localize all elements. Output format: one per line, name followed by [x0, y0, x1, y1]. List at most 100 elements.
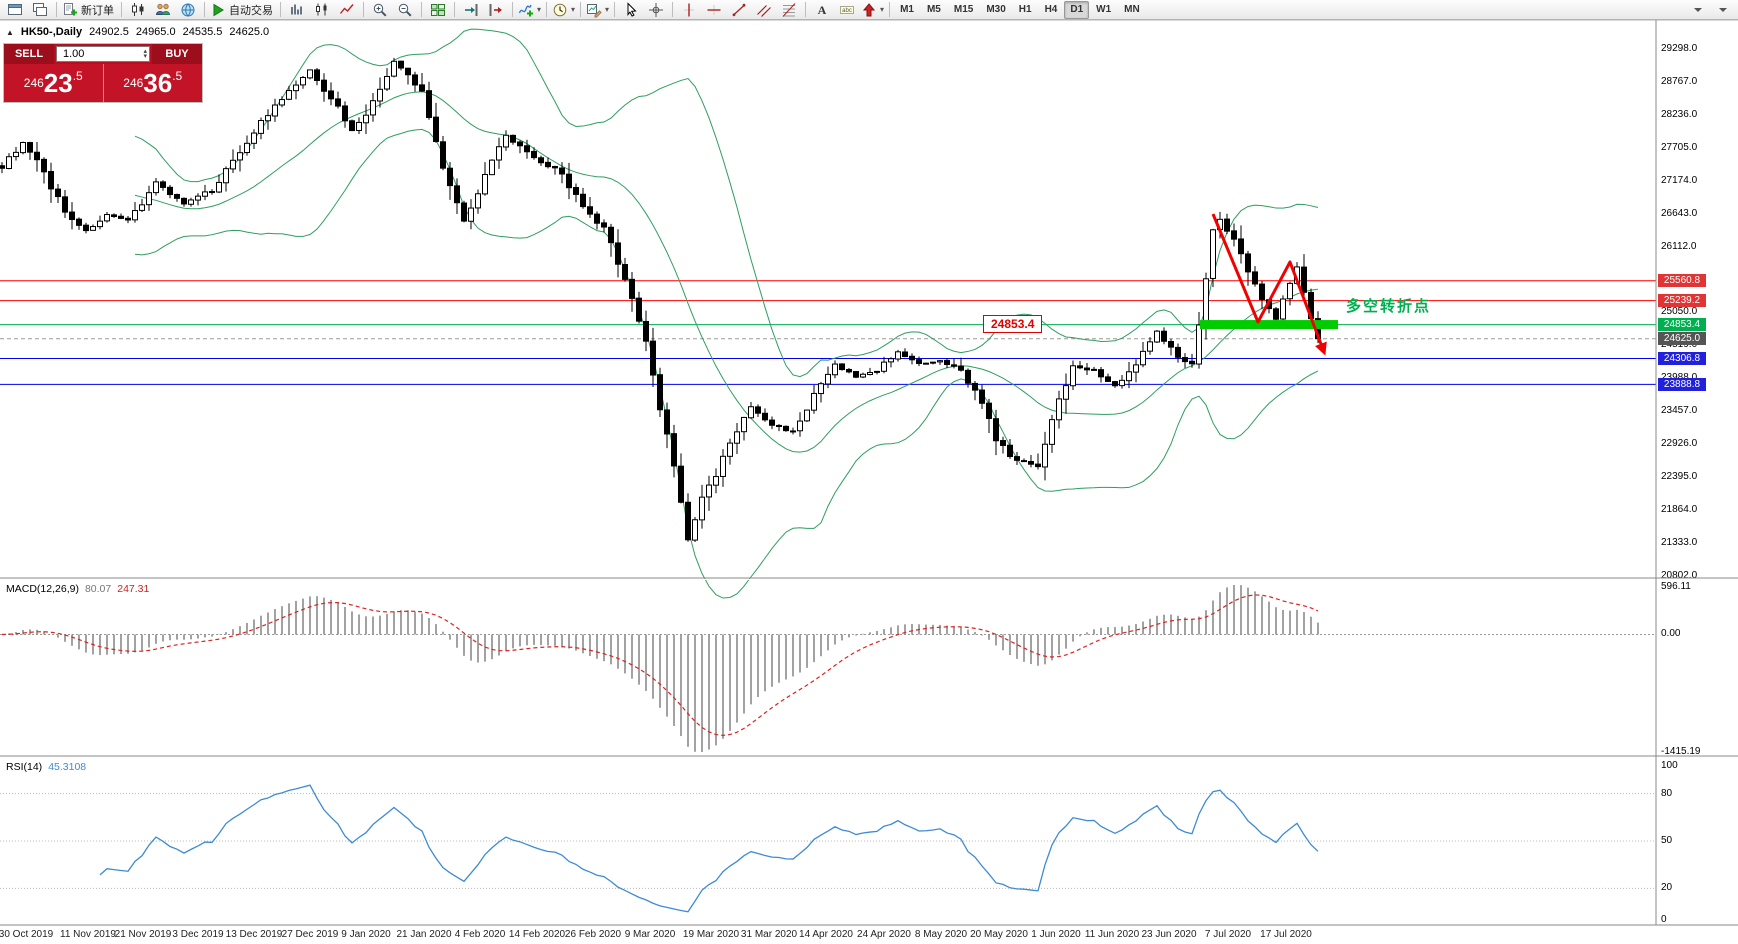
date-label: 1 Jun 2020	[1031, 929, 1081, 940]
price-axis-label: 25050.0	[1661, 306, 1698, 318]
price-badge-24625.0: 24625.0	[1658, 332, 1706, 346]
toolbar-overflow-button[interactable]	[1686, 0, 1710, 20]
rsi-axis-label: 100	[1661, 760, 1678, 771]
date-label: 3 Dec 2019	[172, 929, 224, 940]
price-badge-25560.8: 25560.8	[1658, 274, 1706, 288]
text-icon: A	[818, 3, 827, 17]
templates-button[interactable]: ▾	[585, 0, 610, 20]
buy-button[interactable]: BUY	[152, 44, 202, 64]
timeframe-m5-button[interactable]: M5	[926, 4, 941, 15]
sell-price-small: 246	[23, 76, 44, 90]
equidistant-channel-button[interactable]	[752, 0, 776, 20]
rsi-axis-label: 80	[1661, 787, 1673, 799]
turning-point-annotation: 多空转折点	[1346, 298, 1432, 315]
dropdown-caret-icon[interactable]: ▾	[537, 5, 542, 14]
tile-windows-button[interactable]	[426, 0, 450, 20]
ohlc-low: 24535.5	[182, 26, 223, 38]
sell-button[interactable]: SELL	[4, 44, 54, 64]
timeframe-w1-button[interactable]: W1	[1096, 4, 1112, 15]
date-label: 27 Dec 2019	[281, 929, 339, 940]
timeframe-d1-button[interactable]: D1	[1064, 0, 1090, 19]
timeframe-m30-button[interactable]: M30	[986, 4, 1006, 15]
template-icon	[587, 3, 602, 17]
new-chart-button[interactable]	[3, 0, 27, 20]
buy-price[interactable]: 246 36.5	[104, 64, 203, 102]
indicators-icon	[518, 4, 533, 16]
chart-shift-button[interactable]	[484, 0, 508, 20]
window-list-button[interactable]	[28, 0, 52, 20]
timeframe-m1-button[interactable]: M1	[900, 4, 914, 15]
svg-text:abc: abc	[842, 8, 852, 14]
buy-price-frac: .5	[172, 69, 183, 83]
new-order-button[interactable]: 新订单	[61, 0, 117, 20]
date-label: 17 Jul 2020	[1260, 929, 1312, 940]
macd-axis-label: -1415.19	[1661, 746, 1701, 757]
hline-icon	[707, 4, 721, 15]
candlestick-chart-button[interactable]	[310, 0, 334, 20]
periods-button[interactable]: ▾	[551, 0, 576, 20]
price-axis-label: 22926.0	[1661, 438, 1698, 450]
caret-down-icon	[1719, 7, 1727, 12]
autotrading-button[interactable]: 自动交易	[209, 0, 276, 20]
crosshair-button[interactable]	[644, 0, 668, 20]
volume-stepper[interactable]: ▴ ▾	[143, 48, 147, 60]
date-label: 21 Jan 2020	[396, 929, 452, 940]
rsi-axis-label: 0	[1661, 914, 1667, 925]
market-watch-button[interactable]	[176, 0, 200, 20]
price-badge-25239.2: 25239.2	[1658, 294, 1706, 308]
bar-chart-button[interactable]	[285, 0, 309, 20]
rsi-axis-label: 20	[1661, 882, 1673, 894]
auto-scroll-button[interactable]	[459, 0, 483, 20]
line-chart-button[interactable]	[335, 0, 359, 20]
volume-input[interactable]: 1.00 ▴ ▾	[56, 46, 150, 62]
indicators-button[interactable]: ▾	[517, 0, 542, 20]
dropdown-caret-icon[interactable]: ▾	[880, 5, 885, 14]
arrows-button[interactable]: ▾	[860, 0, 885, 20]
timeframe-m15-button[interactable]: M15	[953, 4, 974, 15]
volume-value[interactable]: 1.00	[63, 48, 85, 60]
buy-price-big: 36	[143, 68, 173, 98]
cursor-button[interactable]	[619, 0, 643, 20]
price-axis-label: 21333.0	[1661, 536, 1698, 548]
timeframe-mn-button[interactable]: MN	[1124, 4, 1140, 15]
ohlc-open: 24902.5	[89, 26, 129, 38]
horizontal-line-button[interactable]	[702, 0, 726, 20]
macd-label: MACD(12,26,9) 80.07 247.31	[6, 583, 149, 595]
dropdown-caret-icon[interactable]: ▾	[571, 5, 576, 14]
rsi-value: 45.3108	[48, 761, 87, 773]
chart-candles2-icon	[316, 3, 327, 15]
trendline-button[interactable]	[727, 0, 751, 20]
price-axis-label: 22395.0	[1661, 470, 1698, 482]
timeframe-h1-button[interactable]: H1	[1018, 4, 1032, 15]
globe-icon	[181, 3, 195, 16]
sell-price[interactable]: 246 23.5	[4, 64, 103, 102]
cursor-icon	[627, 1, 637, 17]
one-click-collapse-icon[interactable]: ▲	[6, 27, 14, 37]
volume-down-icon[interactable]: ▾	[143, 53, 147, 60]
vertical-line-button[interactable]	[677, 0, 701, 20]
volume-up-icon[interactable]: ▴	[143, 48, 147, 55]
grid-green-icon	[431, 3, 445, 16]
toolbar-separator	[512, 2, 513, 17]
caret-down-icon	[1694, 7, 1702, 12]
macd-name: MACD(12,26,9)	[6, 583, 79, 595]
profiles-button[interactable]	[151, 0, 175, 20]
dropdown-caret-icon[interactable]: ▾	[605, 5, 610, 14]
text-label-button[interactable]: abc	[835, 0, 859, 20]
fibonacci-button[interactable]	[777, 0, 801, 20]
zoom-out-icon	[398, 3, 412, 17]
date-label: 9 Jan 2020	[341, 929, 391, 940]
price-callout-box[interactable]: 24853.4	[983, 315, 1043, 333]
zoom-in-button[interactable]	[368, 0, 392, 20]
toolbar-customize-button[interactable]	[1711, 0, 1735, 20]
timeframe-h4-button[interactable]: H4	[1044, 4, 1058, 15]
zoom-out-button[interactable]	[393, 0, 417, 20]
toolbar-separator	[280, 2, 281, 17]
chart-line-icon	[339, 3, 354, 14]
charts-button[interactable]	[126, 0, 150, 20]
toolbar-separator	[614, 2, 616, 17]
chart-shift-icon	[489, 3, 502, 16]
text-button[interactable]: A	[810, 0, 834, 20]
channel-icon	[757, 4, 771, 17]
